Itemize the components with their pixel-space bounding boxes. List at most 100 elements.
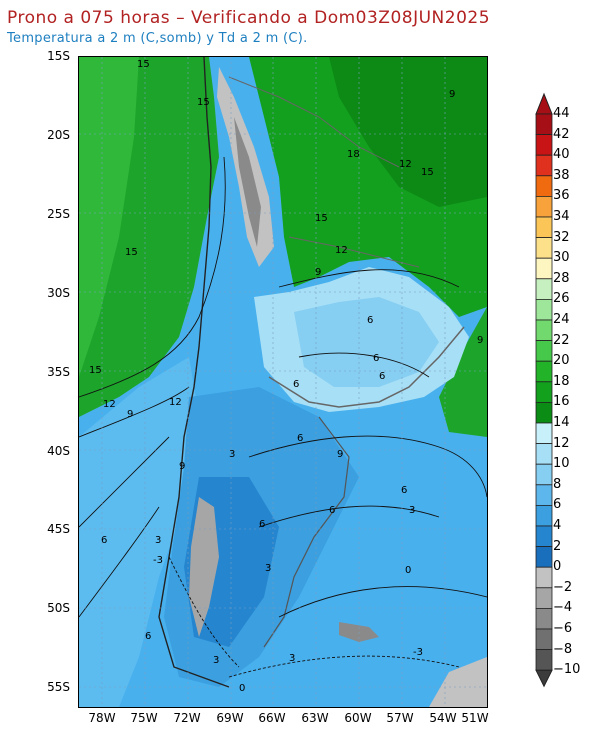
colorbar-label: 22: [553, 332, 570, 348]
colorbar-label: 40: [553, 147, 570, 163]
colorbar-swatch: [535, 237, 553, 259]
lon-label: 78W: [88, 711, 116, 725]
contour-label: 15: [421, 167, 434, 178]
lon-label: 60W: [344, 711, 372, 725]
colorbar-swatch: [535, 443, 553, 465]
colorbar-swatch: [535, 401, 553, 424]
contour-line: [278, 586, 487, 618]
contour-label: 3: [229, 449, 235, 460]
contour-label: 3: [265, 563, 271, 574]
lat-label: 20S: [47, 128, 70, 142]
lon-label: 69W: [216, 711, 244, 725]
lat-label: 15S: [47, 49, 70, 63]
contour-label: 15: [89, 365, 102, 376]
colorbar-label: 38: [553, 167, 570, 183]
contour-label: -3: [153, 555, 163, 566]
lon-label: 63W: [301, 711, 329, 725]
contour-label: 9: [477, 335, 483, 346]
colorbar-label: 2: [553, 538, 562, 554]
colorbar-graphic: [535, 92, 553, 688]
pampas-cool-zone: [294, 297, 439, 387]
colorbar-label: 4: [553, 518, 562, 533]
lat-label: 45S: [47, 522, 70, 536]
contour-line: [248, 435, 487, 498]
map-panel: 15 15 18 12 15 9 15 15 12 9 6 6 6 6 6 9 …: [78, 56, 488, 708]
pacific-warm-zone-inner: [79, 57, 139, 377]
colorbar-label: 18: [553, 373, 570, 389]
contour-label: 15: [197, 97, 210, 108]
lon-label: 75W: [130, 711, 158, 725]
map-subtitle: Temperatura a 2 m (C,somb) y Td a 2 m (C…: [7, 31, 308, 46]
colorbar-swatch: [535, 216, 553, 239]
contour-label: -3: [413, 647, 423, 658]
contour-label: 0: [239, 683, 245, 694]
colorbar-label: 6: [553, 497, 562, 513]
colorbar-swatch: [535, 113, 553, 136]
atlantic-warm-zone: [439, 307, 487, 437]
contour-line-negative: [228, 655, 460, 678]
colorbar-swatch: [535, 319, 553, 342]
colorbar-label: 14: [553, 415, 570, 430]
colorbar-label: 0: [553, 559, 562, 575]
colorbar-swatch: [535, 196, 553, 218]
graticule: [79, 57, 487, 707]
lon-label: 57W: [386, 711, 414, 725]
colorbar-label: 44: [553, 106, 570, 121]
colorbar-swatch: [535, 154, 553, 177]
contour-label: 6: [145, 631, 151, 642]
contour-label: 6: [297, 433, 303, 444]
colorbar-label: 26: [553, 291, 570, 307]
pacific-coastline: [158, 57, 230, 688]
contour-label: 15: [315, 213, 328, 224]
colorbar-swatch: [535, 504, 553, 527]
lat-label: 30S: [47, 286, 70, 300]
south-atlantic-cold: [429, 657, 487, 707]
contour-label: 6: [329, 505, 335, 516]
pacific-coastal-zone: [79, 357, 199, 707]
colorbar-label: −8: [553, 641, 573, 657]
contour-label: 6: [373, 353, 379, 364]
contour-label: 6: [379, 371, 385, 382]
colorbar-label: 20: [553, 353, 570, 369]
contour-line-negative: [168, 556, 240, 668]
contour-label: 6: [101, 535, 107, 546]
contour-label: 9: [337, 449, 343, 460]
colorbar-swatch: [535, 525, 553, 548]
contour-label: 12: [335, 245, 348, 256]
lon-label: 66W: [258, 711, 286, 725]
contour-line: [79, 386, 190, 438]
contour-label: 3: [213, 655, 219, 666]
map-title: Prono a 075 horas – Verificando a Dom03Z…: [7, 8, 491, 28]
lat-label: 55S: [47, 680, 70, 694]
contour-line: [79, 436, 170, 528]
colorbar-swatch: [535, 298, 553, 321]
lat-label: 50S: [47, 601, 70, 615]
colorbar-swatch: [535, 175, 553, 197]
contour-label: 6: [367, 315, 373, 326]
lat-label: 25S: [47, 207, 70, 221]
colorbar-label: 30: [553, 250, 570, 266]
lat-label: 35S: [47, 365, 70, 379]
contour-line: [278, 269, 460, 288]
contour-label: 9: [449, 89, 455, 100]
national-border: [228, 76, 400, 168]
colorbar-label: 32: [553, 229, 570, 245]
colorbar-swatch: [535, 463, 553, 486]
colorbar-swatch: [535, 340, 553, 362]
colorbar-swatch: [535, 566, 553, 589]
contour-line: [298, 352, 430, 378]
colorbar-swatch: [535, 484, 553, 506]
contour-label: 3: [289, 653, 295, 664]
patagonia-coastline: [263, 416, 350, 648]
contour-line: [79, 156, 226, 398]
andes-snow-south: [189, 497, 219, 637]
colorbar-swatch: [535, 360, 553, 383]
colorbar-label: 8: [553, 476, 562, 492]
colorbar-swatch: [535, 649, 553, 671]
argentina-coastline: [268, 326, 465, 408]
colorbar-label: 10: [553, 456, 570, 472]
colorbar-label: 28: [553, 270, 570, 286]
colorbar-label: −6: [553, 621, 573, 636]
contour-label: 9: [179, 461, 185, 472]
contour-label: 6: [293, 379, 299, 390]
